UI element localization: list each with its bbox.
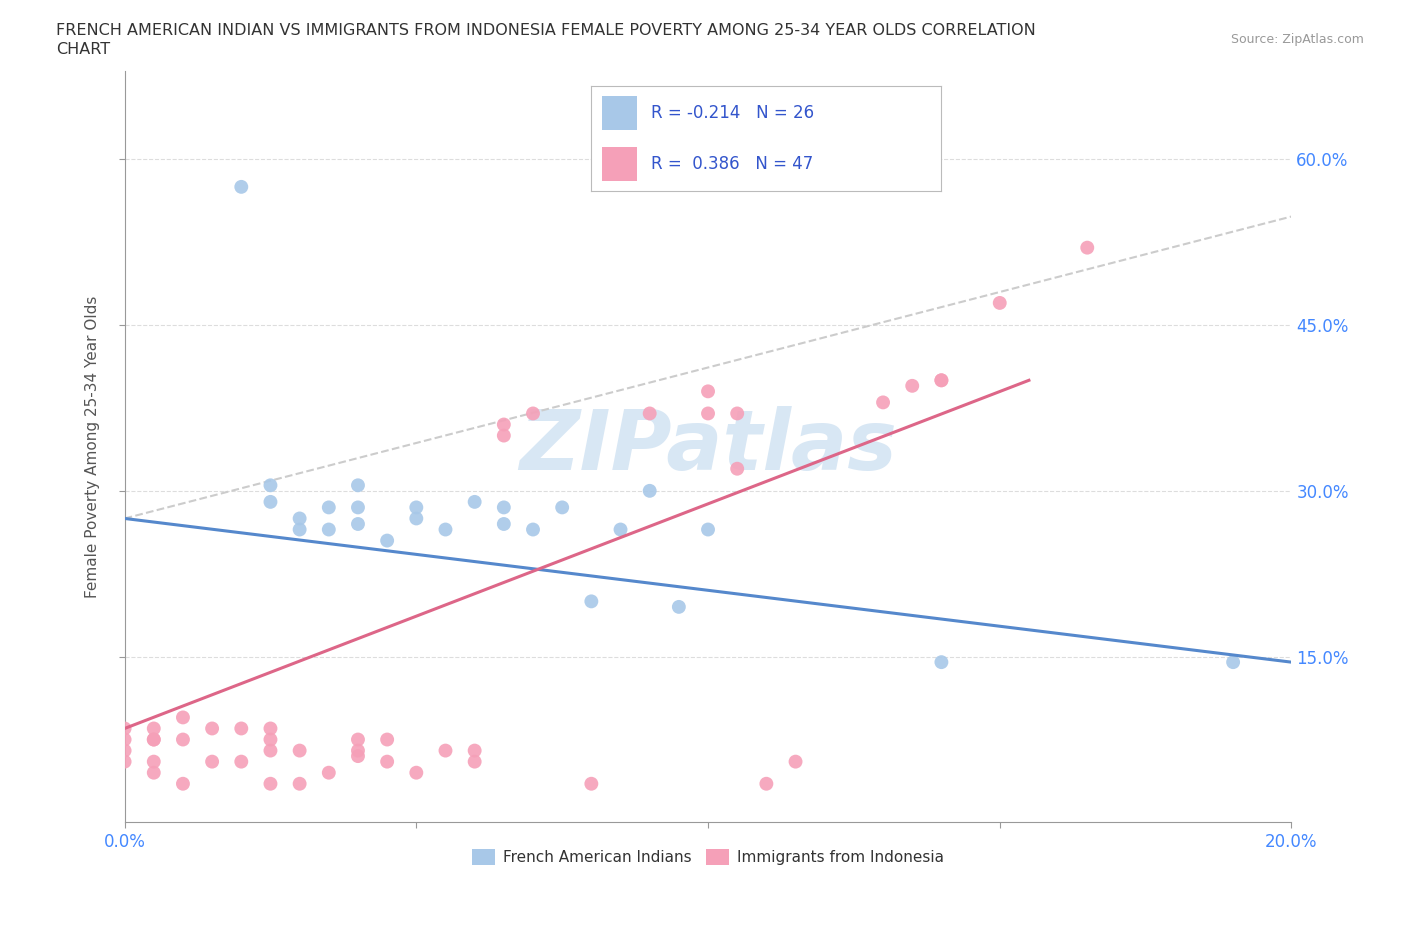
Text: Source: ZipAtlas.com: Source: ZipAtlas.com <box>1230 33 1364 46</box>
Point <box>347 732 370 747</box>
Point <box>288 511 311 525</box>
Point <box>464 743 486 758</box>
Point <box>347 749 370 764</box>
Point <box>259 495 281 510</box>
Point <box>434 743 457 758</box>
Point <box>492 516 515 531</box>
Point <box>172 777 194 791</box>
Point <box>464 495 486 510</box>
Point <box>259 743 281 758</box>
Point <box>375 533 398 548</box>
Point <box>522 406 544 421</box>
Point <box>872 395 894 410</box>
Point <box>609 522 631 537</box>
Point <box>988 296 1011 311</box>
Point <box>142 754 165 769</box>
Point <box>1076 240 1098 255</box>
Point <box>931 373 953 388</box>
Text: CHART: CHART <box>56 42 110 57</box>
Legend: French American Indians, Immigrants from Indonesia: French American Indians, Immigrants from… <box>465 843 950 871</box>
Point <box>697 384 720 399</box>
Point <box>492 428 515 443</box>
Y-axis label: Female Poverty Among 25-34 Year Olds: Female Poverty Among 25-34 Year Olds <box>86 296 100 598</box>
Point <box>318 765 340 780</box>
Point <box>522 522 544 537</box>
Point <box>172 732 194 747</box>
Point <box>785 754 807 769</box>
Point <box>581 777 603 791</box>
Point <box>114 754 136 769</box>
Point <box>405 765 427 780</box>
Point <box>231 721 253 736</box>
Point <box>142 732 165 747</box>
Point <box>581 594 603 609</box>
Point <box>231 754 253 769</box>
Point <box>347 500 370 515</box>
Point <box>347 478 370 493</box>
Point <box>755 777 778 791</box>
Point <box>201 721 224 736</box>
Point <box>931 373 953 388</box>
Point <box>259 478 281 493</box>
Point <box>347 743 370 758</box>
Point <box>142 765 165 780</box>
Point <box>492 500 515 515</box>
Point <box>259 732 281 747</box>
Point <box>405 511 427 525</box>
Point <box>318 500 340 515</box>
Point <box>638 484 661 498</box>
Point <box>259 777 281 791</box>
Point <box>725 461 748 476</box>
Point <box>697 406 720 421</box>
Point <box>697 522 720 537</box>
Point <box>288 743 311 758</box>
Point <box>231 179 253 194</box>
Point <box>375 732 398 747</box>
Point <box>172 710 194 724</box>
Point <box>201 754 224 769</box>
Point <box>114 743 136 758</box>
Text: FRENCH AMERICAN INDIAN VS IMMIGRANTS FROM INDONESIA FEMALE POVERTY AMONG 25-34 Y: FRENCH AMERICAN INDIAN VS IMMIGRANTS FRO… <box>56 23 1036 38</box>
Point <box>318 522 340 537</box>
Point <box>259 721 281 736</box>
Point <box>288 777 311 791</box>
Point <box>375 754 398 769</box>
Point <box>142 721 165 736</box>
Point <box>405 500 427 515</box>
Point <box>638 406 661 421</box>
Point <box>114 732 136 747</box>
Point <box>551 500 574 515</box>
Point <box>142 732 165 747</box>
Point <box>114 721 136 736</box>
Point <box>464 754 486 769</box>
Point <box>288 522 311 537</box>
Point <box>725 406 748 421</box>
Point <box>434 522 457 537</box>
Point <box>492 417 515 432</box>
Point <box>1222 655 1244 670</box>
Point <box>901 379 924 393</box>
Point <box>931 655 953 670</box>
Point <box>347 516 370 531</box>
Text: ZIPatlas: ZIPatlas <box>519 406 897 487</box>
Point <box>668 600 690 615</box>
